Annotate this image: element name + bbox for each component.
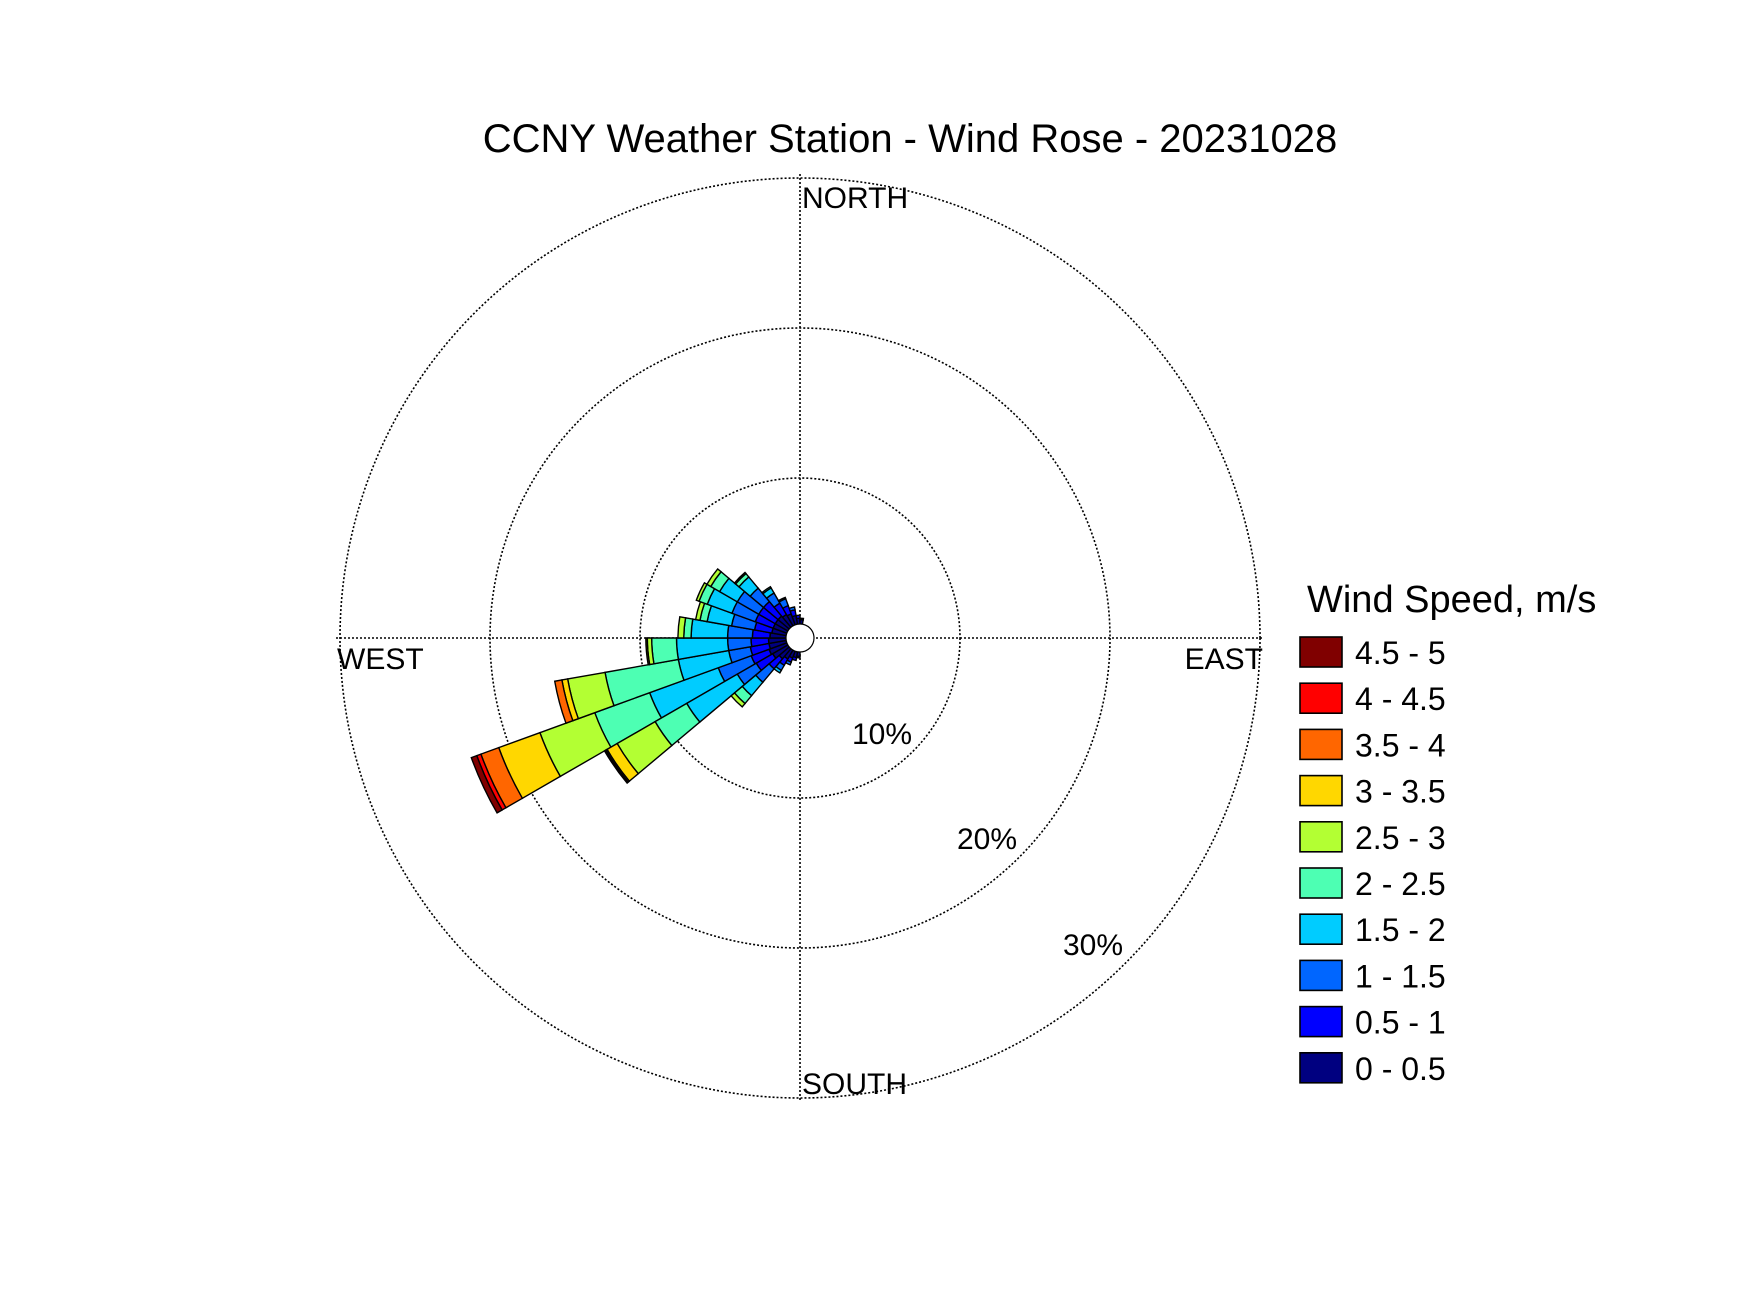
legend-title: Wind Speed, m/s bbox=[1307, 579, 1596, 621]
legend-label-1: 0.5 - 1 bbox=[1355, 1005, 1446, 1041]
legend-swatch-9 bbox=[1299, 636, 1343, 668]
legend-label-6: 3 - 3.5 bbox=[1355, 774, 1446, 810]
sector-265-bin-6 bbox=[645, 637, 651, 666]
sector-255-bin-7 bbox=[553, 679, 574, 725]
sector-245-bin-9 bbox=[470, 754, 504, 814]
sector-5-bin-1 bbox=[799, 617, 805, 621]
sector-315-bin-5 bbox=[733, 571, 747, 585]
sector-275-bin-5 bbox=[677, 615, 687, 639]
legend-swatch-8 bbox=[1299, 682, 1343, 715]
sector-215-bin-3 bbox=[773, 665, 783, 674]
legend: Wind Speed, m/s 4.5 - 5 4 - 4.5 3.5 - 4 3 -… bbox=[1299, 579, 1596, 1087]
legend-label-7: 3.5 - 4 bbox=[1355, 727, 1446, 763]
sector-205-bin-2 bbox=[784, 659, 793, 666]
legend-swatch-5 bbox=[1299, 820, 1343, 853]
chart-title: CCNY Weather Station - Wind Rose - 20231… bbox=[483, 117, 1338, 161]
sector-325-bin-4 bbox=[760, 585, 773, 595]
center-hole bbox=[785, 623, 815, 653]
legend-swatch-0 bbox=[1299, 1052, 1343, 1084]
legend-label-3: 1.5 - 2 bbox=[1355, 912, 1446, 948]
direction-label-west: WEST bbox=[337, 643, 424, 676]
legend-swatch-6 bbox=[1299, 774, 1343, 807]
sector-185-bin-1 bbox=[795, 655, 801, 659]
sector-235-bin-9 bbox=[603, 749, 630, 785]
wind-sectors bbox=[470, 567, 805, 814]
sector-355-bin-1 bbox=[795, 614, 801, 620]
legend-label-4: 2 - 2.5 bbox=[1355, 866, 1446, 902]
legend-label-8: 4 - 4.5 bbox=[1355, 681, 1446, 717]
legend-swatch-1 bbox=[1299, 1005, 1343, 1038]
ring-label-10: 10% bbox=[852, 718, 912, 751]
sector-305-bin-5 bbox=[705, 567, 723, 588]
direction-label-north: NORTH bbox=[802, 182, 908, 215]
sector-335-bin-3 bbox=[777, 596, 787, 603]
sector-345-bin-2 bbox=[788, 606, 796, 613]
sector-295-bin-5 bbox=[695, 581, 708, 603]
sector-265-bin-4 bbox=[650, 637, 680, 665]
legend-label-9: 4.5 - 5 bbox=[1355, 635, 1446, 671]
legend-label-5: 2.5 - 3 bbox=[1355, 820, 1446, 856]
legend-items: 4.5 - 5 4 - 4.5 3.5 - 4 3 - 3.5 2.5 - 3 2 - 2… bbox=[1299, 635, 1446, 1087]
legend-label-0: 0 - 0.5 bbox=[1355, 1051, 1446, 1087]
legend-label-2: 1 - 1.5 bbox=[1355, 958, 1446, 994]
legend-swatch-3 bbox=[1299, 913, 1343, 946]
ring-label-20: 20% bbox=[957, 823, 1017, 856]
direction-label-south: SOUTH bbox=[802, 1068, 907, 1101]
direction-label-east: EAST bbox=[1185, 643, 1263, 676]
sector-195-bin-1 bbox=[791, 655, 798, 662]
legend-swatch-4 bbox=[1299, 867, 1343, 899]
legend-swatch-7 bbox=[1299, 728, 1343, 761]
legend-swatch-2 bbox=[1299, 959, 1343, 992]
sector-225-bin-5 bbox=[730, 691, 747, 708]
ring-label-30: 30% bbox=[1063, 929, 1123, 962]
